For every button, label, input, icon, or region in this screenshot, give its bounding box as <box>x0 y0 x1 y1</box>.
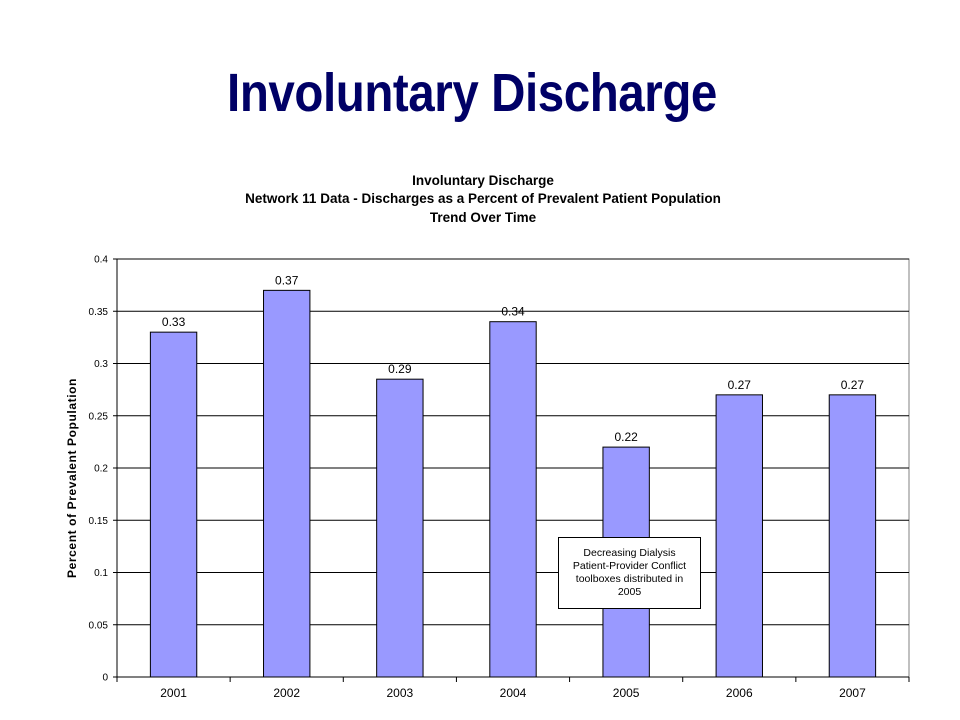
y-tick-label: 0 <box>102 673 108 684</box>
annotation-callout: Decreasing Dialysis Patient-Provider Con… <box>558 537 701 609</box>
chart-title: Involuntary Discharge Network 11 Data - … <box>245 173 721 225</box>
y-axis: 0 0.05 0.1 0.15 0.2 0.25 0.3 0.35 0.4 <box>89 255 118 684</box>
data-label: 0.29 <box>388 362 412 376</box>
data-label: 0.27 <box>841 378 865 392</box>
data-label: 0.34 <box>501 305 525 319</box>
y-tick-label: 0.3 <box>94 359 108 370</box>
bar <box>828 394 877 678</box>
y-tick-label: 0.2 <box>94 464 108 475</box>
x-tick-label: 2005 <box>613 686 640 700</box>
slide-title: Involuntary Discharge <box>227 63 717 123</box>
chart-title-line-2: Network 11 Data - Discharges as a Percen… <box>245 191 721 206</box>
x-tick-label: 2003 <box>387 686 414 700</box>
x-tick-label: 2006 <box>726 686 753 700</box>
x-tick-label: 2002 <box>273 686 300 700</box>
annotation-line-1: Decreasing Dialysis <box>583 547 676 559</box>
data-label: 0.37 <box>275 273 299 287</box>
y-tick-label: 0.4 <box>94 255 108 266</box>
data-label: 0.27 <box>728 378 752 392</box>
y-axis-title: Percent of Prevalent Population <box>65 378 79 578</box>
data-label: 0.22 <box>614 430 638 444</box>
annotation-line-2: Patient-Provider Conflict <box>572 560 687 572</box>
chart-title-line-1: Involuntary Discharge <box>412 173 554 188</box>
bars <box>149 289 877 678</box>
bar <box>149 331 198 678</box>
bar <box>376 378 424 678</box>
y-tick-label: 0.15 <box>89 516 109 527</box>
bar <box>715 394 763 678</box>
data-labels: 0.33 0.37 0.29 0.34 0.22 0.27 0.27 <box>162 273 865 444</box>
chart-title-line-3: Trend Over Time <box>430 210 537 225</box>
data-label: 0.33 <box>162 315 186 329</box>
y-tick-label: 0.25 <box>89 411 109 422</box>
x-tick-label: 2004 <box>500 686 527 700</box>
x-tick-label: 2001 <box>160 686 187 700</box>
annotation-line-4: 2005 <box>617 586 642 598</box>
y-tick-label: 0.05 <box>89 620 109 631</box>
y-tick-label: 0.35 <box>89 307 109 318</box>
bar <box>263 289 311 678</box>
bar <box>489 321 537 678</box>
annotation-line-3: toolboxes distributed in <box>575 573 684 585</box>
x-axis: 2001 2002 2003 2004 2005 2006 2007 <box>116 676 910 700</box>
y-tick-label: 0.1 <box>94 568 108 579</box>
x-tick-label: 2007 <box>839 686 866 700</box>
